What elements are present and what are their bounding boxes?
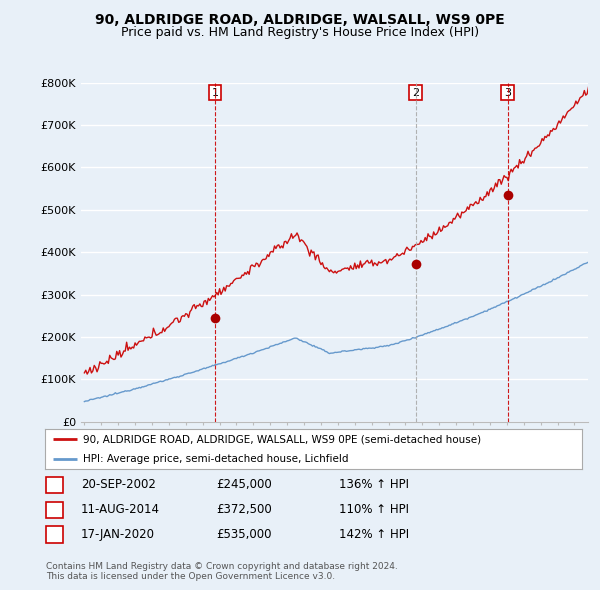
Text: Price paid vs. HM Land Registry's House Price Index (HPI): Price paid vs. HM Land Registry's House … [121, 26, 479, 39]
Text: £245,000: £245,000 [216, 478, 272, 491]
Text: 1: 1 [51, 478, 58, 491]
Text: 17-JAN-2020: 17-JAN-2020 [81, 528, 155, 541]
Text: 3: 3 [51, 528, 58, 541]
Text: 136% ↑ HPI: 136% ↑ HPI [339, 478, 409, 491]
Text: 90, ALDRIDGE ROAD, ALDRIDGE, WALSALL, WS9 0PE (semi-detached house): 90, ALDRIDGE ROAD, ALDRIDGE, WALSALL, WS… [83, 434, 481, 444]
Text: 2: 2 [51, 503, 58, 516]
Text: 142% ↑ HPI: 142% ↑ HPI [339, 528, 409, 541]
Text: 110% ↑ HPI: 110% ↑ HPI [339, 503, 409, 516]
Text: HPI: Average price, semi-detached house, Lichfield: HPI: Average price, semi-detached house,… [83, 454, 348, 464]
Text: 2: 2 [412, 88, 419, 98]
Text: £535,000: £535,000 [216, 528, 271, 541]
Text: 90, ALDRIDGE ROAD, ALDRIDGE, WALSALL, WS9 0PE: 90, ALDRIDGE ROAD, ALDRIDGE, WALSALL, WS… [95, 13, 505, 27]
Text: £372,500: £372,500 [216, 503, 272, 516]
Text: 11-AUG-2014: 11-AUG-2014 [81, 503, 160, 516]
Text: 20-SEP-2002: 20-SEP-2002 [81, 478, 156, 491]
Text: Contains HM Land Registry data © Crown copyright and database right 2024.
This d: Contains HM Land Registry data © Crown c… [46, 562, 398, 581]
Text: 3: 3 [504, 88, 511, 98]
Text: 1: 1 [211, 88, 218, 98]
